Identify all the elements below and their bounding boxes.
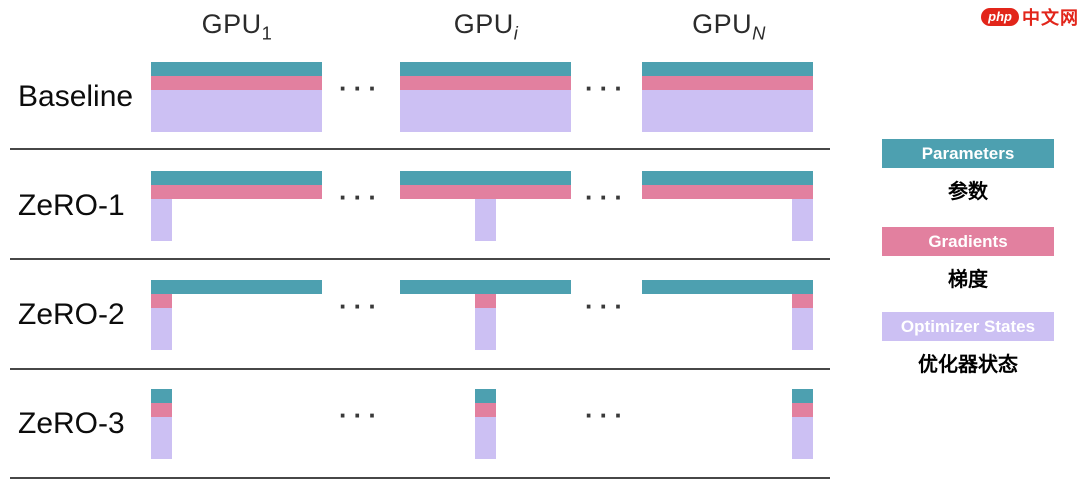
gpu-header-base: GPU [453, 9, 514, 39]
row-label-baseline: Baseline [18, 80, 134, 113]
parameters-bar-shard [792, 389, 813, 403]
legend-label-optimizer-states: Optimizer States [900, 317, 1036, 336]
legend-label-gradients: Gradients [928, 232, 1008, 251]
gradients-bar-full [151, 185, 322, 199]
ellipsis: ··· [585, 291, 629, 321]
gpu-header-base: GPU [201, 9, 262, 39]
parameters-bar-full [400, 62, 571, 76]
row-separator [10, 148, 830, 150]
ellipsis: ··· [585, 400, 629, 430]
legend-item-optimizer-states: Optimizer States 优化器状态 [882, 312, 1054, 377]
parameters-bar-full [151, 280, 322, 294]
gradients-bar-full [642, 76, 813, 90]
php-logo-icon: php [981, 8, 1019, 26]
parameters-bar-full [642, 62, 813, 76]
gradients-bar-shard [151, 294, 172, 308]
parameters-swatch: Parameters [882, 139, 1054, 168]
row-label-zero-1: ZeRO-1 [18, 189, 125, 222]
optimizer-states-swatch: Optimizer States [882, 312, 1054, 341]
legend-label-parameters: Parameters [921, 144, 1015, 163]
ellipsis: ··· [339, 73, 383, 103]
row-label-zero-3: ZeRO-3 [18, 407, 125, 440]
gradients-bar-full [400, 185, 571, 199]
optimizer-bar-shard [151, 199, 172, 241]
legend-label-optimizer-states-zh: 优化器状态 [918, 354, 1018, 376]
parameters-bar-full [151, 171, 322, 185]
optimizer-bar-shard [792, 308, 813, 350]
optimizer-bar-shard [475, 308, 496, 350]
optimizer-bar-full [642, 90, 813, 132]
parameters-bar-full [642, 171, 813, 185]
optimizer-bar-full [151, 90, 322, 132]
optimizer-bar-shard [151, 308, 172, 350]
optimizer-bar-shard [475, 199, 496, 241]
gpu-header-subscript: 1 [261, 22, 273, 44]
legend-label-gradients-zh: 梯度 [948, 269, 988, 291]
row-separator [10, 258, 830, 260]
php-cn-brand-text: 中文网 [1022, 8, 1079, 28]
parameters-bar-full [400, 280, 571, 294]
optimizer-bar-shard [792, 199, 813, 241]
gradients-bar-shard [792, 294, 813, 308]
ellipsis: ··· [339, 291, 383, 321]
gpu-column-header-1: GPU1 [172, 9, 302, 44]
legend-item-gradients: Gradients 梯度 [882, 227, 1054, 292]
legend-item-parameters: Parameters 参数 [882, 139, 1054, 204]
gradients-bar-shard [475, 403, 496, 417]
parameters-bar-full [642, 280, 813, 294]
ellipsis: ··· [339, 182, 383, 212]
parameters-bar-shard [475, 389, 496, 403]
php-cn-logo: php 中文网 [981, 4, 1079, 30]
optimizer-bar-shard [475, 417, 496, 459]
parameters-bar-full [400, 171, 571, 185]
row-label-zero-2: ZeRO-2 [18, 298, 125, 331]
parameters-bar-shard [151, 389, 172, 403]
optimizer-bar-shard [792, 417, 813, 459]
row-separator [10, 368, 830, 370]
gradients-bar-shard [792, 403, 813, 417]
gradients-bar-shard [475, 294, 496, 308]
gradients-bar-full [400, 76, 571, 90]
gpu-column-header-n: GPUN [664, 9, 794, 44]
legend-label-parameters-zh: 参数 [948, 181, 988, 203]
gradients-bar-shard [151, 403, 172, 417]
gradients-bar-full [642, 185, 813, 199]
parameters-bar-full [151, 62, 322, 76]
ellipsis: ··· [339, 400, 383, 430]
row-separator [10, 477, 830, 479]
gpu-header-subscript: N [752, 22, 766, 44]
gradients-bar-full [151, 76, 322, 90]
ellipsis: ··· [585, 73, 629, 103]
gradients-swatch: Gradients [882, 227, 1054, 256]
gpu-column-header-i: GPUi [421, 9, 551, 44]
gpu-header-base: GPU [692, 9, 753, 39]
ellipsis: ··· [585, 182, 629, 212]
gpu-header-subscript: i [513, 22, 519, 44]
optimizer-bar-full [400, 90, 571, 132]
optimizer-bar-shard [151, 417, 172, 459]
